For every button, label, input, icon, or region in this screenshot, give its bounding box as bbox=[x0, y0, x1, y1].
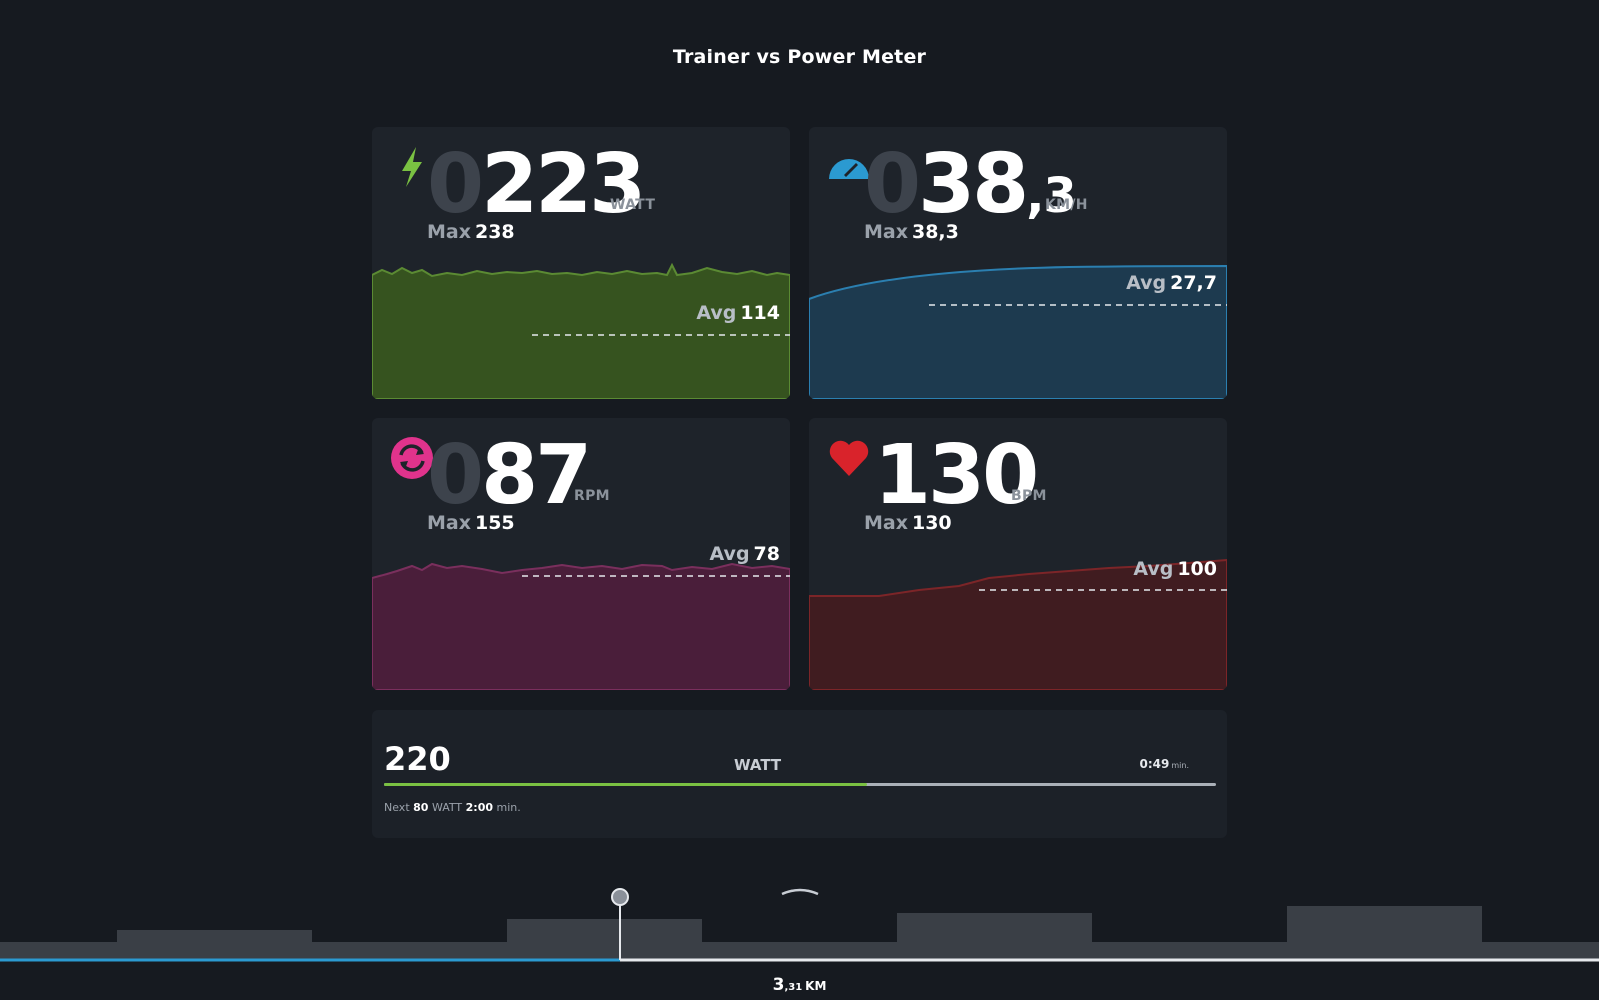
heart-rate-tile: 130 BPM Max 130 Avg 100 bbox=[809, 418, 1227, 690]
power-max: Max 238 bbox=[427, 221, 515, 243]
speed-max: Max 38,3 bbox=[864, 221, 959, 243]
heart-icon bbox=[829, 440, 869, 476]
workout-step-panel: 220 WATT 0:49 min. Next 80 WATT 2:00 min. bbox=[372, 710, 1227, 838]
speed-unit: KM/H bbox=[1045, 197, 1088, 213]
power-graph bbox=[372, 262, 790, 399]
next-step-info: Next 80 WATT 2:00 min. bbox=[384, 801, 521, 814]
speed-tile: 038,3 KM/H Max 38,3 Avg 27,7 bbox=[809, 127, 1227, 399]
heart-rate-value: 130 bbox=[874, 428, 1039, 523]
page-title: Trainer vs Power Meter bbox=[672, 46, 927, 68]
collapse-chevron-icon[interactable] bbox=[781, 888, 819, 896]
power-avg: Avg 114 bbox=[696, 302, 780, 324]
cadence-tile: 087 RPM Max 155 Avg 78 bbox=[372, 418, 790, 690]
target-watt: 220 bbox=[384, 740, 451, 778]
step-progress-bar bbox=[384, 783, 1216, 786]
heart-rate-unit: BPM bbox=[1011, 488, 1047, 504]
workout-profile bbox=[0, 888, 1599, 962]
cadence-value: 087 bbox=[427, 428, 592, 523]
speedometer-icon bbox=[829, 159, 869, 179]
power-tile: 0223 WATT Max 238 Avg 114 bbox=[372, 127, 790, 399]
power-value: 0223 bbox=[427, 137, 646, 232]
target-watt-unit: WATT bbox=[734, 756, 782, 774]
workout-profile-blocks bbox=[0, 906, 1599, 960]
heart-rate-avg: Avg 100 bbox=[1133, 558, 1217, 580]
cadence-avg: Avg 78 bbox=[709, 543, 780, 565]
step-timer: 0:49 min. bbox=[1139, 757, 1190, 771]
speed-value: 038,3 bbox=[864, 137, 1077, 232]
position-marker-icon[interactable] bbox=[611, 888, 629, 906]
cadence-icon bbox=[391, 437, 433, 479]
lightning-icon bbox=[402, 147, 422, 187]
power-unit: WATT bbox=[610, 197, 656, 213]
speed-graph bbox=[809, 265, 1227, 399]
heart-rate-graph bbox=[809, 558, 1227, 690]
step-progress-fill bbox=[384, 783, 867, 786]
cadence-max: Max 155 bbox=[427, 512, 515, 534]
speed-avg: Avg 27,7 bbox=[1126, 272, 1217, 294]
cadence-graph bbox=[372, 562, 790, 690]
cadence-unit: RPM bbox=[574, 488, 610, 504]
distance-readout: 3,31 KM bbox=[772, 975, 827, 995]
heart-rate-max: Max 130 bbox=[864, 512, 952, 534]
